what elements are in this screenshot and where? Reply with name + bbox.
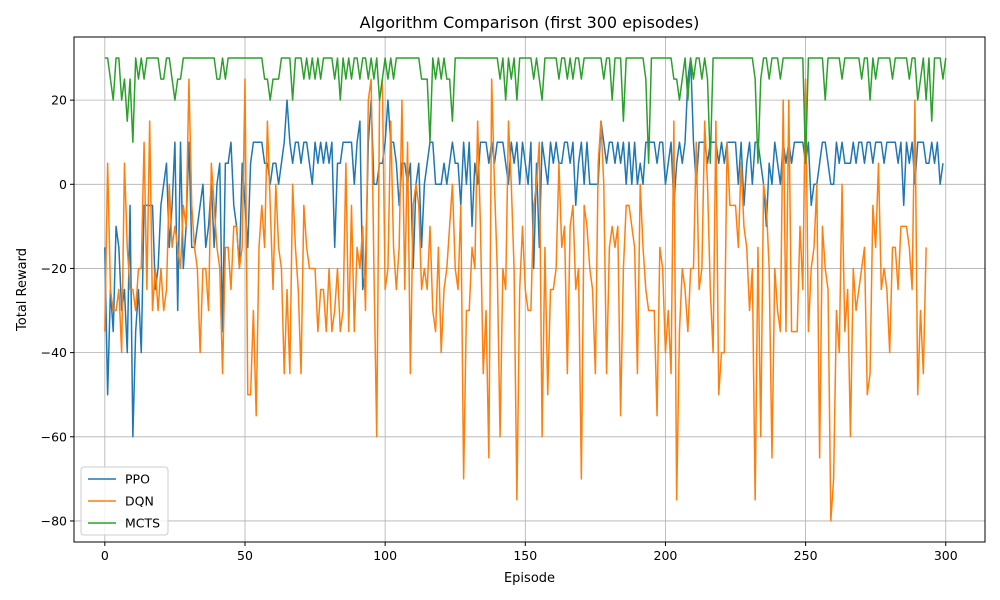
x-tick-label: 250 [794,548,818,563]
legend-label-mcts: MCTS [125,516,160,531]
x-tick-label: 50 [237,548,253,563]
x-tick-label: 150 [513,548,537,563]
series-line-dqn [104,78,927,522]
series-line-mcts [104,57,947,164]
legend-label-dqn: DQN [125,494,154,509]
y-tick-label: −60 [41,429,67,444]
y-tick-label: 20 [51,93,67,108]
y-tick-label: −20 [41,261,67,276]
plot-frame [73,36,986,543]
x-axis-title: Episode [504,571,555,586]
x-tick-label: 300 [934,548,958,563]
y-axis-title: Total Reward [15,248,30,332]
chart-title: Algorithm Comparison (first 300 episodes… [360,13,700,32]
y-tick-label: −40 [41,345,67,360]
x-tick-label: 100 [373,548,397,563]
series-line-ppo [104,57,944,438]
series-lines [104,57,947,522]
legend-box [80,466,169,536]
y-tick-label: 0 [59,177,67,192]
axis-ticks: 0 50 100 150 200 250 300 −80 −60 −40 −20 0 20 [41,93,958,563]
y-tick-label: −80 [41,513,67,528]
x-tick-label: 200 [654,548,678,563]
x-tick-label: 0 [101,548,109,563]
legend-label-ppo: PPO [125,472,150,487]
legend: PPO DQN MCTS [80,466,169,536]
